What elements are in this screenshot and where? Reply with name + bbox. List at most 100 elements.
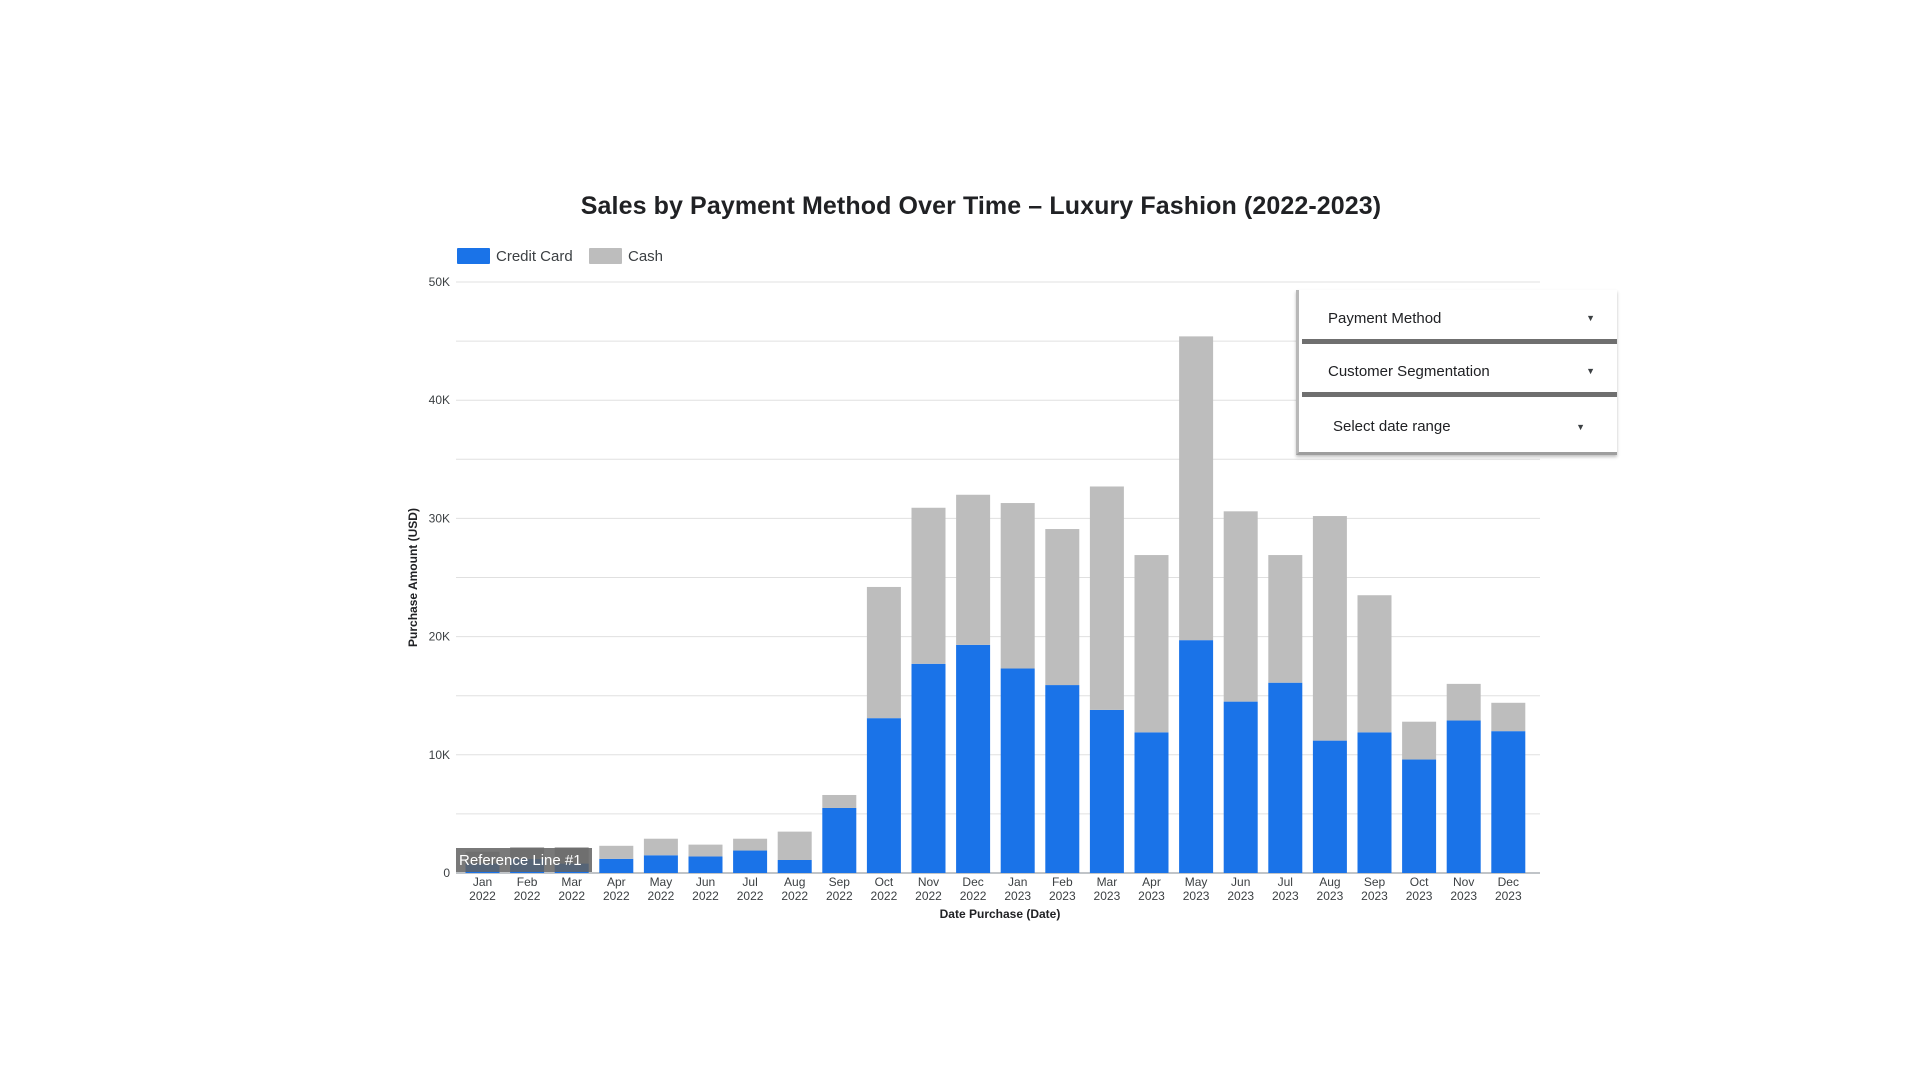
legend-label-credit-card: Credit Card — [496, 248, 573, 265]
bar-cash — [688, 844, 723, 857]
x-tick-year: 2023 — [1049, 889, 1076, 903]
date-range-filter-label: Select date range — [1333, 418, 1451, 435]
bar-cash — [956, 494, 991, 645]
y-tick-label: 50K — [429, 275, 450, 289]
x-tick-month: Mar — [561, 875, 582, 889]
x-tick-month: Feb — [1052, 875, 1073, 889]
bar-cash — [777, 831, 812, 860]
x-tick-month: Nov — [1453, 875, 1474, 889]
x-tick-year: 2023 — [1361, 889, 1388, 903]
bar-credit-card — [1357, 732, 1392, 873]
x-tick-month: Jan — [1008, 875, 1027, 889]
reference-line-label: Reference Line #1 — [459, 852, 582, 869]
chevron-down-icon: ▼ — [1586, 313, 1595, 323]
x-tick-year: 2023 — [1227, 889, 1254, 903]
bar-cash — [1134, 555, 1169, 733]
x-tick-year: 2022 — [558, 889, 585, 903]
reference-line-label-box — [456, 848, 592, 872]
bar-cash — [1045, 529, 1080, 686]
x-tick-month: Oct — [875, 875, 894, 889]
x-tick-year: 2022 — [692, 889, 719, 903]
bar-cash — [1268, 555, 1303, 683]
bar-credit-card — [1312, 740, 1347, 873]
bar-credit-card — [1134, 732, 1169, 873]
date-range-filter[interactable]: Select date range ▼ — [1302, 403, 1617, 450]
bar-cash — [1402, 721, 1437, 760]
chevron-down-icon: ▼ — [1586, 366, 1595, 376]
x-tick-year: 2023 — [1094, 889, 1121, 903]
bar-cash — [911, 507, 946, 664]
bar-credit-card — [1446, 720, 1481, 873]
x-tick-month: Sep — [1364, 875, 1386, 889]
y-tick-label: 10K — [429, 748, 450, 762]
x-tick-month: Dec — [1498, 875, 1519, 889]
x-tick-year: 2022 — [915, 889, 942, 903]
customer-segmentation-filter[interactable]: Customer Segmentation ▼ — [1302, 350, 1617, 397]
y-tick-label: 20K — [429, 630, 450, 644]
chevron-down-icon: ▼ — [1576, 421, 1585, 432]
y-axis-label: Purchase Amount (USD) — [406, 508, 420, 647]
bar-cash — [866, 586, 901, 719]
bar-credit-card — [1089, 709, 1124, 873]
bar-credit-card — [822, 807, 857, 873]
bar-credit-card — [733, 850, 768, 873]
x-tick-year: 2022 — [469, 889, 496, 903]
bar-cash — [1179, 336, 1214, 641]
x-tick-year: 2022 — [826, 889, 853, 903]
x-tick-month: Aug — [784, 875, 805, 889]
x-tick-year: 2023 — [1004, 889, 1031, 903]
x-tick-year: 2023 — [1272, 889, 1299, 903]
x-tick-month: Feb — [517, 875, 538, 889]
bar-credit-card — [1268, 682, 1303, 873]
x-tick-year: 2022 — [737, 889, 764, 903]
bar-credit-card — [1000, 668, 1035, 873]
x-tick-month: Nov — [918, 875, 939, 889]
payment-method-filter[interactable]: Payment Method ▼ — [1302, 297, 1617, 344]
bar-credit-card — [688, 856, 723, 873]
x-tick-month: Oct — [1410, 875, 1429, 889]
y-tick-label: 0 — [443, 866, 450, 880]
y-tick-label: 40K — [429, 393, 450, 407]
bar-credit-card — [1223, 701, 1258, 873]
x-tick-year: 2023 — [1138, 889, 1165, 903]
x-tick-year: 2022 — [871, 889, 898, 903]
x-tick-year: 2022 — [781, 889, 808, 903]
legend-swatch-credit-card — [457, 248, 490, 264]
bar-cash — [643, 838, 678, 856]
x-tick-month: May — [1185, 875, 1208, 889]
x-tick-year: 2022 — [603, 889, 630, 903]
x-tick-month: Mar — [1097, 875, 1118, 889]
payment-method-filter-label: Payment Method — [1328, 309, 1442, 327]
x-tick-month: Apr — [607, 875, 626, 889]
x-tick-year: 2022 — [514, 889, 541, 903]
x-tick-year: 2023 — [1450, 889, 1477, 903]
x-axis-label: Date Purchase (Date) — [940, 907, 1061, 921]
x-tick-month: Jul — [742, 875, 757, 889]
bar-credit-card — [1045, 685, 1080, 873]
bar-cash — [822, 794, 857, 808]
bar-cash — [1089, 486, 1124, 710]
y-tick-label: 30K — [429, 511, 450, 525]
bar-cash — [599, 845, 634, 859]
x-tick-month: May — [650, 875, 673, 889]
bar-cash — [1357, 595, 1392, 733]
bar-credit-card — [1402, 759, 1437, 873]
bar-cash — [1000, 503, 1035, 669]
x-tick-month: Jun — [696, 875, 715, 889]
x-tick-month: Dec — [962, 875, 983, 889]
bar-credit-card — [866, 718, 901, 873]
chart-title: Sales by Payment Method Over Time – Luxu… — [580, 192, 1382, 220]
legend-swatch-cash — [589, 248, 622, 264]
bar-credit-card — [911, 663, 946, 873]
filter-panel: Payment Method ▼ Customer Segmentation ▼… — [1296, 290, 1617, 455]
x-tick-month: Jan — [473, 875, 492, 889]
x-tick-year: 2022 — [648, 889, 675, 903]
bar-credit-card — [956, 644, 991, 873]
x-tick-month: Apr — [1142, 875, 1161, 889]
bar-cash — [733, 838, 768, 851]
x-tick-year: 2023 — [1495, 889, 1522, 903]
x-tick-month: Jul — [1278, 875, 1293, 889]
x-tick-month: Sep — [829, 875, 851, 889]
x-tick-month: Aug — [1319, 875, 1340, 889]
